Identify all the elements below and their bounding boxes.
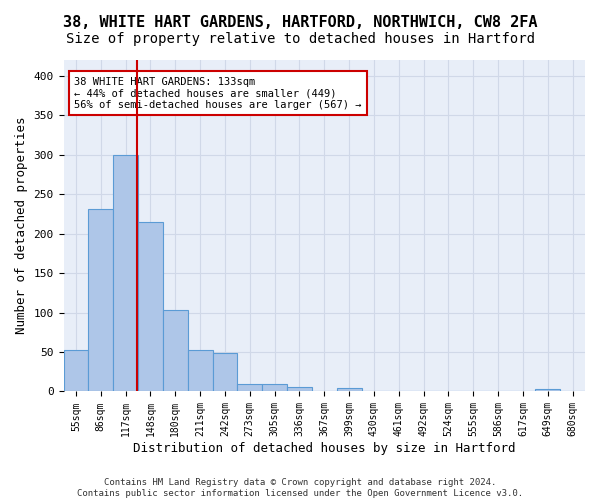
Text: 38, WHITE HART GARDENS, HARTFORD, NORTHWICH, CW8 2FA: 38, WHITE HART GARDENS, HARTFORD, NORTHW… bbox=[63, 15, 537, 30]
Bar bbox=[88, 209, 113, 392]
Bar bbox=[64, 350, 88, 392]
Bar bbox=[212, 353, 238, 392]
Text: 38 WHITE HART GARDENS: 133sqm
← 44% of detached houses are smaller (449)
56% of : 38 WHITE HART GARDENS: 133sqm ← 44% of d… bbox=[74, 76, 361, 110]
Bar bbox=[113, 154, 138, 392]
Bar bbox=[535, 389, 560, 392]
X-axis label: Distribution of detached houses by size in Hartford: Distribution of detached houses by size … bbox=[133, 442, 515, 455]
Bar bbox=[337, 388, 362, 392]
Y-axis label: Number of detached properties: Number of detached properties bbox=[15, 117, 28, 334]
Bar bbox=[287, 386, 312, 392]
Bar bbox=[163, 310, 188, 392]
Bar bbox=[188, 350, 212, 392]
Text: Size of property relative to detached houses in Hartford: Size of property relative to detached ho… bbox=[65, 32, 535, 46]
Bar bbox=[238, 384, 262, 392]
Bar bbox=[138, 222, 163, 392]
Text: Contains HM Land Registry data © Crown copyright and database right 2024.
Contai: Contains HM Land Registry data © Crown c… bbox=[77, 478, 523, 498]
Bar bbox=[262, 384, 287, 392]
